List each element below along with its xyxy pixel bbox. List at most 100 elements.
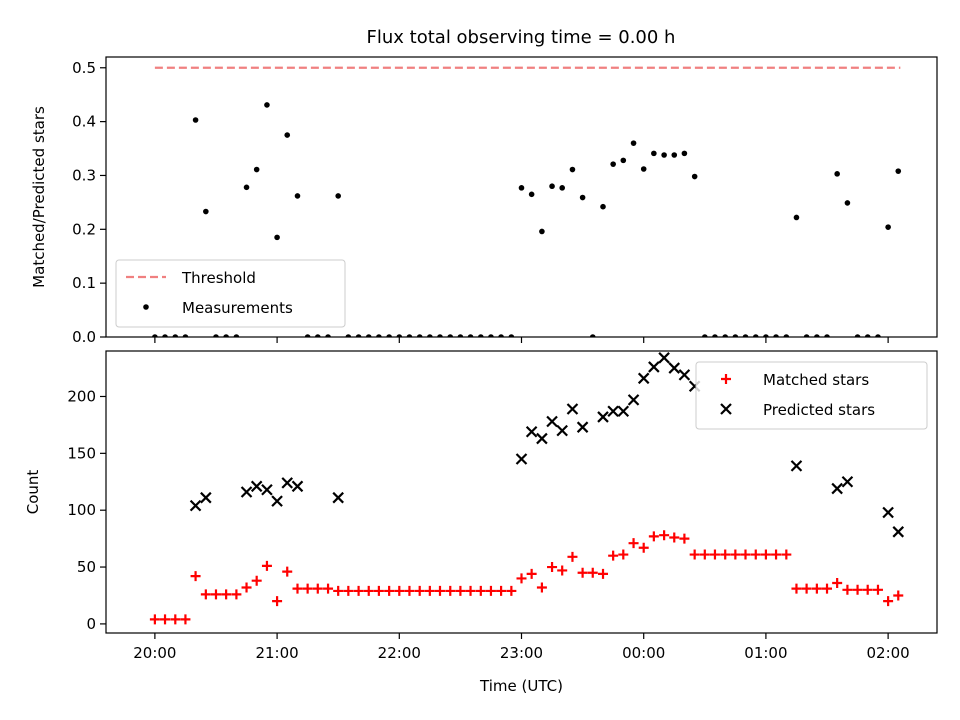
point-matched <box>801 583 812 594</box>
point-measurement <box>192 117 199 123</box>
x-tick-label: 00:00 <box>622 644 665 662</box>
y-tick-label: 150 <box>67 444 96 462</box>
point-measurement <box>773 334 779 337</box>
point-matched <box>893 590 904 601</box>
point-matched <box>384 585 395 596</box>
point-matched <box>750 549 761 560</box>
point-matched <box>852 584 863 595</box>
point-measurement <box>488 334 494 337</box>
point-predicted <box>841 475 854 488</box>
point-measurement <box>386 334 392 337</box>
point-measurement <box>854 334 861 337</box>
point-matched <box>292 583 303 594</box>
point-measurement <box>559 185 565 191</box>
point-matched <box>536 582 547 593</box>
y-axis-label: Count <box>24 470 42 515</box>
point-predicted <box>189 499 202 512</box>
point-matched <box>862 584 873 595</box>
point-matched <box>251 575 262 586</box>
point-measurement <box>528 191 535 198</box>
legend-box <box>115 259 346 328</box>
point-predicted <box>658 352 670 364</box>
point-measurement <box>895 168 902 174</box>
point-measurement <box>722 334 729 337</box>
point-predicted <box>668 362 681 374</box>
point-matched <box>720 549 731 560</box>
point-measurement <box>203 208 209 215</box>
point-predicted <box>281 477 294 489</box>
point-predicted <box>261 483 273 496</box>
chart-title: Flux total observing time = 0.00 h <box>367 27 676 48</box>
point-measurement <box>427 334 433 337</box>
point-matched <box>618 549 629 560</box>
point-predicted <box>291 480 304 493</box>
legend-label: Predicted stars <box>763 401 875 419</box>
point-matched <box>424 585 435 596</box>
point-matched <box>414 585 425 596</box>
point-matched <box>221 589 232 600</box>
y-tick-label: 0.1 <box>72 274 96 292</box>
point-matched <box>272 596 283 607</box>
point-measurement <box>589 334 596 337</box>
point-predicted <box>566 403 579 415</box>
point-matched <box>638 542 649 553</box>
plot-area <box>152 66 902 337</box>
point-measurement <box>304 334 311 337</box>
point-measurement <box>742 334 749 337</box>
point-predicted <box>831 482 843 495</box>
point-measurement <box>620 157 627 164</box>
point-measurement <box>702 334 708 337</box>
point-predicted <box>648 361 660 373</box>
point-measurement <box>844 200 851 206</box>
x-tick-label: 21:00 <box>255 644 298 662</box>
y-tick-label: 100 <box>67 501 96 519</box>
point-matched <box>200 589 211 600</box>
point-matched <box>811 583 822 594</box>
point-matched <box>282 566 293 577</box>
point-measurement <box>885 224 891 230</box>
point-measurement <box>630 140 637 146</box>
point-predicted <box>678 369 691 381</box>
point-measurement <box>233 334 240 337</box>
point-measurement <box>732 334 739 337</box>
point-matched <box>598 568 609 579</box>
point-matched <box>170 614 181 625</box>
point-measurement <box>793 214 800 221</box>
point-predicted <box>536 432 548 445</box>
y-tick-label: 50 <box>77 558 96 576</box>
point-matched <box>791 583 802 594</box>
point-measurement <box>355 334 362 337</box>
legend: Threshold Measurements <box>115 259 346 328</box>
point-matched <box>434 585 445 596</box>
point-predicted <box>200 491 212 504</box>
point-matched <box>577 567 588 578</box>
point-matched <box>669 532 680 543</box>
point-matched <box>261 560 272 571</box>
point-matched <box>506 585 517 596</box>
point-measurement <box>824 334 830 337</box>
point-measurement <box>814 334 820 337</box>
point-matched <box>883 596 894 607</box>
point-measurement <box>579 194 586 201</box>
point-measurement <box>162 334 168 337</box>
point-matched <box>872 584 883 595</box>
point-predicted <box>515 453 528 465</box>
point-measurement <box>783 334 790 337</box>
point-matched <box>312 583 323 594</box>
point-matched <box>832 577 843 588</box>
point-predicted <box>790 460 803 472</box>
point-matched <box>180 614 191 625</box>
point-measurement <box>864 334 871 337</box>
point-matched <box>679 533 690 544</box>
y-tick-label: 200 <box>67 387 96 405</box>
point-matched <box>353 585 364 596</box>
point-measurement <box>691 173 698 180</box>
panel-counts: 0 50 100 150 200 20:00 21:00 22:00 23:00 00:00 01:… <box>24 350 938 695</box>
point-predicted <box>546 415 558 428</box>
point-matched <box>771 549 782 560</box>
point-matched <box>363 585 374 596</box>
point-measurement <box>416 334 423 337</box>
point-measurement <box>365 334 372 337</box>
y-axis-label: Matched/Predicted stars <box>30 106 48 288</box>
point-measurement <box>325 334 331 337</box>
